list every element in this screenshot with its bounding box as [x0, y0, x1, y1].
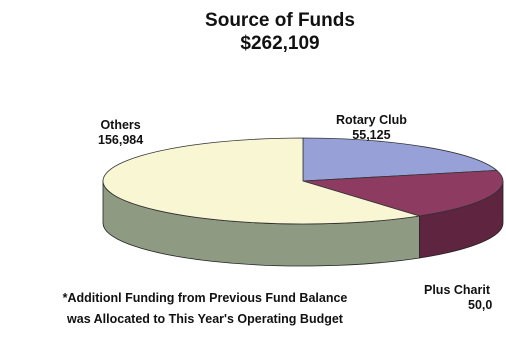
slice-value-rotary: 55,125 [352, 128, 391, 142]
footnote-line-2: was Allocated to This Year's Operating B… [67, 312, 343, 326]
slice-name-plus-charit: Plus Charit [424, 283, 490, 297]
slice-label-plus-charit: Plus Charit 50,0 [424, 283, 492, 313]
slice-label-rotary: Rotary Club 55,125 [336, 113, 407, 143]
footnote-line-1: *Additionl Funding from Previous Fund Ba… [62, 291, 348, 305]
pie-slice-2 [102, 137, 420, 225]
chart-title: Source of Funds [205, 10, 355, 31]
slice-label-others: Others 156,984 [98, 118, 143, 148]
pie-slice-1 [302, 169, 504, 217]
slice-value-plus-charit: 50,0 [468, 298, 493, 312]
pie-slice-0 [302, 137, 498, 182]
slice-name-others: Others [100, 118, 141, 132]
slice-name-rotary: Rotary Club [336, 113, 407, 127]
slice-value-others: 156,984 [98, 133, 144, 147]
chart-subtitle: $262,109 [240, 33, 320, 54]
